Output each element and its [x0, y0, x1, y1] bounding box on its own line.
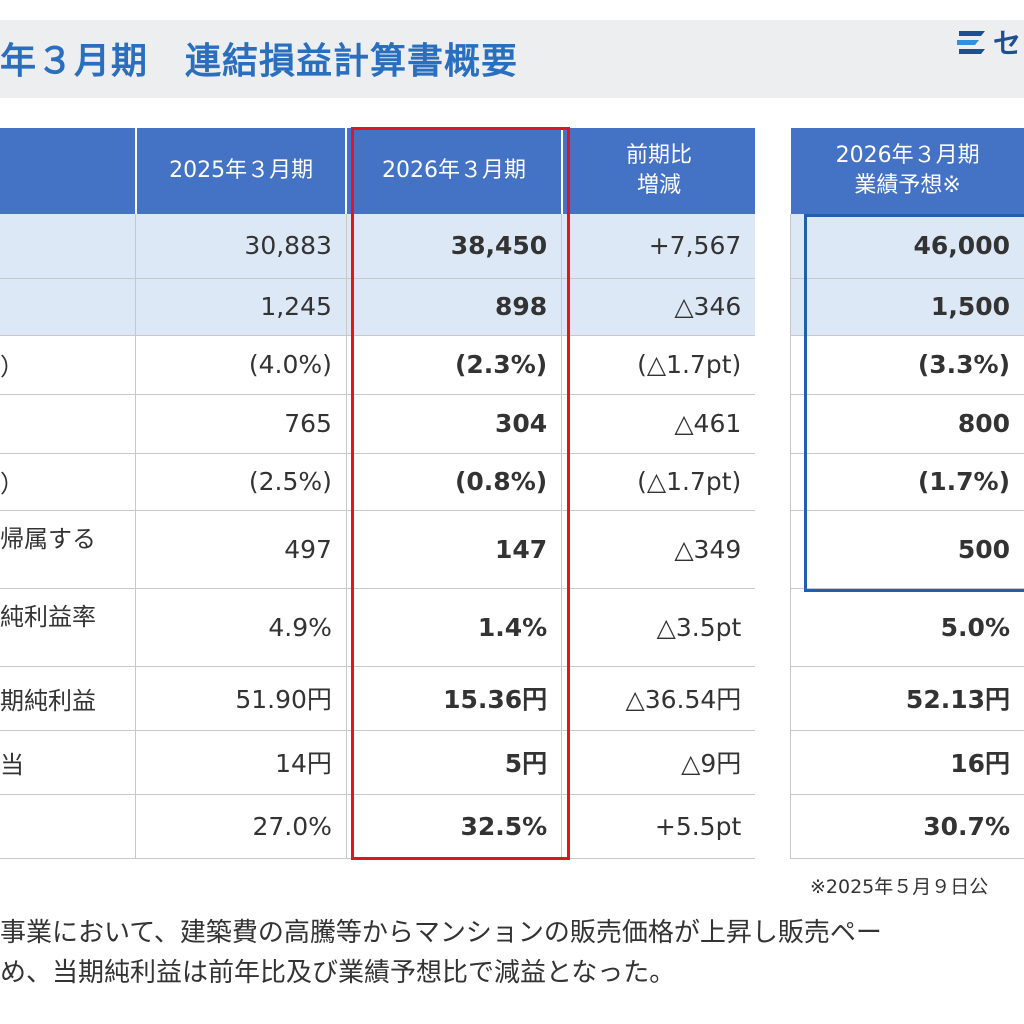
- cell-forecast: 52.13円: [789, 666, 1024, 731]
- table-row: 30,883 38,450 +7,567 46,000: [0, 214, 1024, 279]
- cell-fy2025: (2.5%): [135, 453, 347, 511]
- cell-forecast: (1.7%): [789, 453, 1024, 511]
- cell-forecast: 800: [789, 394, 1024, 454]
- cell-fy2026: (2.3%): [345, 335, 562, 395]
- table-row: 当 14円 5円 △9円 16円: [0, 730, 1024, 795]
- cell-fy2025: 30,883: [135, 214, 347, 279]
- cell-fy2026: 1.4%: [345, 588, 562, 667]
- cell-fy2025: 765: [135, 394, 347, 454]
- cell-change: △36.54円: [561, 666, 756, 731]
- table-row: 期純利益 51.90円 15.36円 △36.54円 52.13円: [0, 666, 1024, 731]
- table-row: ） (2.5%) (0.8%) (△1.7pt) (1.7%): [0, 453, 1024, 511]
- income-statement-table: 2025年３月期 2026年３月期 前期比 増減 2026年３月期 業績予想※ …: [0, 128, 1024, 859]
- table-row: 765 304 △461 800: [0, 394, 1024, 454]
- cell-change: △461: [561, 394, 756, 454]
- row-label: 当: [0, 730, 136, 795]
- row-label: [0, 214, 136, 279]
- comment-line-2: め、当期純利益は前年比及び業績予想比で減益となった。: [0, 958, 676, 988]
- cell-fy2026: 32.5%: [345, 794, 562, 859]
- cell-change: △3.5pt: [561, 588, 756, 667]
- cell-change: (△1.7pt): [561, 335, 756, 395]
- cell-change: △9円: [561, 730, 756, 795]
- cell-fy2026: 898: [345, 278, 562, 336]
- footnote: ※2025年５月９日公: [810, 876, 989, 898]
- cell-fy2026: 15.36円: [345, 666, 562, 731]
- cell-fy2025: 4.9%: [135, 588, 347, 667]
- cell-fy2025: 51.90円: [135, 666, 347, 731]
- cell-fy2025: 14円: [135, 730, 347, 795]
- cell-fy2026: (0.8%): [345, 453, 562, 511]
- cell-fy2025: 27.0%: [135, 794, 347, 859]
- page-title: 年３月期 連結損益計算書概要: [0, 41, 519, 82]
- cell-forecast: 30.7%: [789, 794, 1024, 859]
- cell-forecast: 500: [789, 510, 1024, 589]
- cell-forecast: 1,500: [789, 278, 1024, 336]
- cell-fy2026: 304: [345, 394, 562, 454]
- row-label: [0, 394, 136, 454]
- cell-change: (△1.7pt): [561, 453, 756, 511]
- cell-fy2026: 147: [345, 510, 562, 589]
- company-logo: セ: [955, 22, 1021, 62]
- header-fy2025: 2025年３月期: [134, 128, 347, 214]
- cell-fy2026: 38,450: [345, 214, 562, 279]
- cell-change: △346: [561, 278, 756, 336]
- row-label: ）: [0, 453, 136, 511]
- row-label: [0, 794, 136, 859]
- row-label: [0, 278, 136, 336]
- header-forecast: 2026年３月期 業績予想※: [789, 128, 1024, 214]
- cell-change: +7,567: [561, 214, 756, 279]
- header-fy2026: 2026年３月期: [345, 128, 562, 214]
- header-item: [0, 128, 136, 214]
- comment-line-1: 事業において、建築費の高騰等からマンションの販売価格が上昇し販売ペー: [0, 918, 882, 948]
- table-row: 1,245 898 △346 1,500: [0, 278, 1024, 336]
- table-row: 27.0% 32.5% +5.5pt 30.7%: [0, 794, 1024, 859]
- cell-forecast: 16円: [789, 730, 1024, 795]
- cell-forecast: 46,000: [789, 214, 1024, 279]
- cell-fy2025: 1,245: [135, 278, 347, 336]
- cell-fy2025: 497: [135, 510, 347, 589]
- row-label: 純利益率: [0, 588, 136, 667]
- header-change: 前期比 増減: [560, 128, 756, 214]
- table-row: 純利益率 4.9% 1.4% △3.5pt 5.0%: [0, 588, 1024, 667]
- row-label: ）: [0, 335, 136, 395]
- table-row: 帰属する 497 147 △349 500: [0, 510, 1024, 589]
- cell-forecast: (3.3%): [789, 335, 1024, 395]
- cell-change: △349: [561, 510, 756, 589]
- row-label: 期純利益: [0, 666, 136, 731]
- table-row: ） (4.0%) (2.3%) (△1.7pt) (3.3%): [0, 335, 1024, 395]
- cell-fy2026: 5円: [345, 730, 562, 795]
- logo-text: セ: [993, 27, 1022, 60]
- cell-fy2025: (4.0%): [135, 335, 347, 395]
- row-label: 帰属する: [0, 510, 136, 589]
- cell-forecast: 5.0%: [789, 588, 1024, 667]
- header-band: [0, 20, 1024, 98]
- logo-icon: [957, 31, 985, 54]
- cell-change: +5.5pt: [561, 794, 756, 859]
